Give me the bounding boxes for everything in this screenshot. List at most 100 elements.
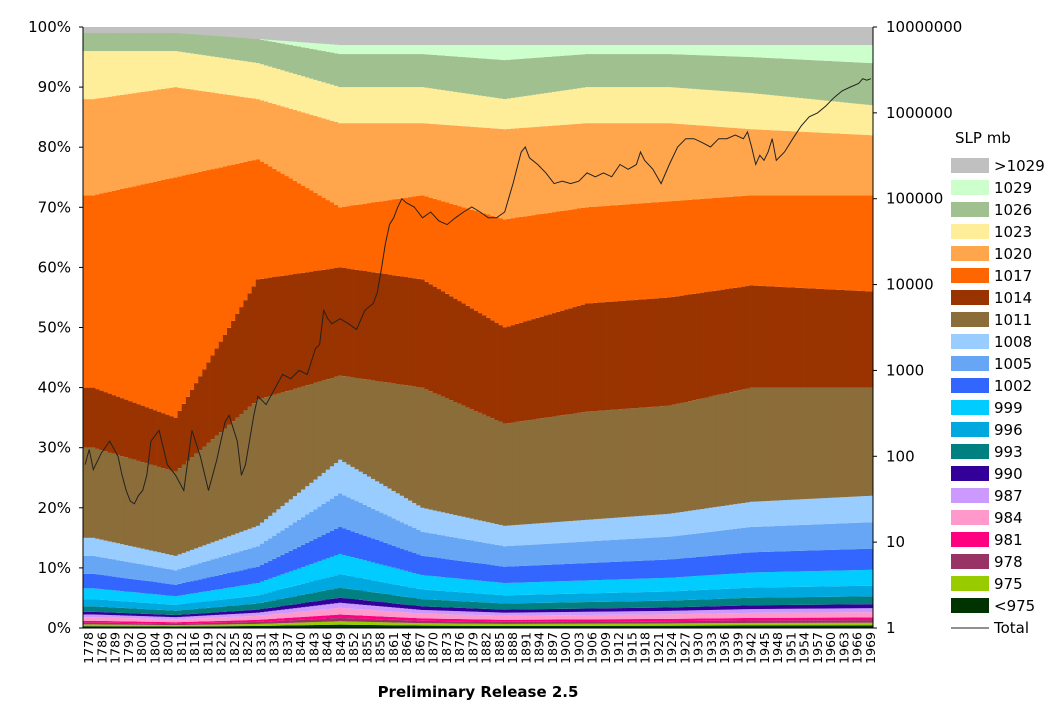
bar-segment: [383, 593, 388, 603]
bar-segment: [757, 27, 763, 46]
bar-segment: [745, 56, 750, 93]
bar-segment: [667, 513, 672, 537]
bar-segment: [848, 45, 853, 63]
bar-segment: [704, 89, 709, 126]
bar-segment: [124, 623, 129, 625]
bar-segment: [486, 543, 491, 565]
bar-segment: [766, 387, 771, 501]
bar-segment: [99, 539, 104, 558]
bar-segment: [473, 94, 479, 128]
bar-segment: [222, 58, 228, 95]
bar-segment: [292, 620, 298, 623]
bar-segment: [469, 518, 475, 541]
bar-segment: [321, 472, 327, 504]
bar-year: [329, 27, 335, 628]
bar-segment: [317, 43, 323, 51]
bar-segment: [580, 625, 586, 628]
bar-segment: [124, 608, 129, 614]
bar-segment: [366, 379, 372, 477]
bar-segment: [683, 607, 689, 611]
bar-segment: [99, 599, 104, 607]
bar-segment: [654, 560, 660, 579]
bar-segment: [601, 562, 606, 580]
bar-segment: [601, 123, 606, 207]
bar-segment: [465, 611, 471, 615]
bar-year: [231, 27, 236, 628]
bar-segment: [597, 540, 602, 563]
bar-segment: [593, 54, 598, 88]
bar-segment: [617, 623, 623, 626]
bar-segment: [313, 509, 318, 539]
bar-segment: [700, 292, 705, 399]
bar-segment: [741, 618, 746, 621]
bar-segment: [498, 421, 504, 525]
y-left-tick-label: 40%: [38, 379, 71, 397]
bar-segment: [251, 583, 257, 596]
bar-segment: [638, 87, 643, 124]
bar-segment: [185, 624, 191, 627]
bar-segment: [227, 165, 232, 328]
bar-segment: [634, 621, 639, 624]
bar-segment: [860, 617, 866, 621]
bar-segment: [798, 586, 804, 598]
bar-segment: [453, 600, 458, 608]
bar-segment: [144, 593, 150, 603]
bar-segment: [687, 88, 693, 125]
bar-segment: [580, 602, 586, 609]
bar-segment: [568, 414, 574, 522]
bar-segment: [325, 469, 331, 502]
bar-segment: [292, 608, 298, 613]
bar-segment: [342, 614, 347, 619]
bar-segment: [593, 601, 598, 609]
bar-segment: [819, 45, 825, 61]
bar-segment: [519, 582, 524, 595]
bar-segment: [844, 102, 849, 134]
bar-segment: [687, 576, 693, 591]
bar-segment: [741, 56, 746, 93]
bar-segment: [860, 291, 866, 388]
bar-segment: [506, 525, 512, 547]
bar-segment: [506, 546, 512, 567]
bar-segment: [749, 195, 755, 286]
bar-year: [498, 27, 504, 628]
bar-segment: [523, 582, 528, 595]
bar-segment: [580, 611, 586, 616]
bar-segment: [350, 615, 355, 619]
bar-segment: [597, 302, 602, 411]
bar-segment: [634, 87, 639, 124]
bar-segment: [416, 618, 421, 621]
bar-segment: [83, 447, 88, 538]
bar-segment: [284, 612, 290, 618]
bar-segment: [87, 614, 92, 618]
bar-segment: [786, 45, 792, 59]
bar-segment: [305, 188, 310, 273]
bar-segment: [473, 580, 479, 594]
bar-segment: [305, 385, 310, 487]
bar-segment: [157, 411, 162, 467]
bar-segment: [860, 134, 866, 196]
bar-segment: [720, 554, 726, 575]
bar-segment: [379, 625, 384, 628]
bar-segment: [778, 387, 783, 501]
bar-segment: [214, 575, 220, 590]
bar-segment: [724, 574, 730, 589]
bar-segment: [687, 534, 693, 558]
bar-segment: [95, 556, 100, 575]
bar-segment: [700, 625, 705, 628]
bar-segment: [601, 608, 606, 612]
bar-segment: [733, 623, 738, 626]
bar-segment: [206, 590, 211, 602]
bar-segment: [140, 593, 146, 603]
bar-segment: [305, 582, 310, 594]
x-tick-label: 1879: [465, 632, 480, 664]
bar-segment: [638, 299, 643, 408]
bar-segment: [305, 486, 310, 515]
bar-segment: [445, 621, 450, 624]
bar-segment: [218, 34, 224, 58]
bar-segment: [691, 199, 697, 294]
bar-year: [181, 27, 187, 628]
bar-segment: [346, 621, 351, 625]
bar-segment: [177, 468, 183, 555]
bar-segment: [831, 596, 837, 605]
bar-segment: [235, 60, 240, 97]
